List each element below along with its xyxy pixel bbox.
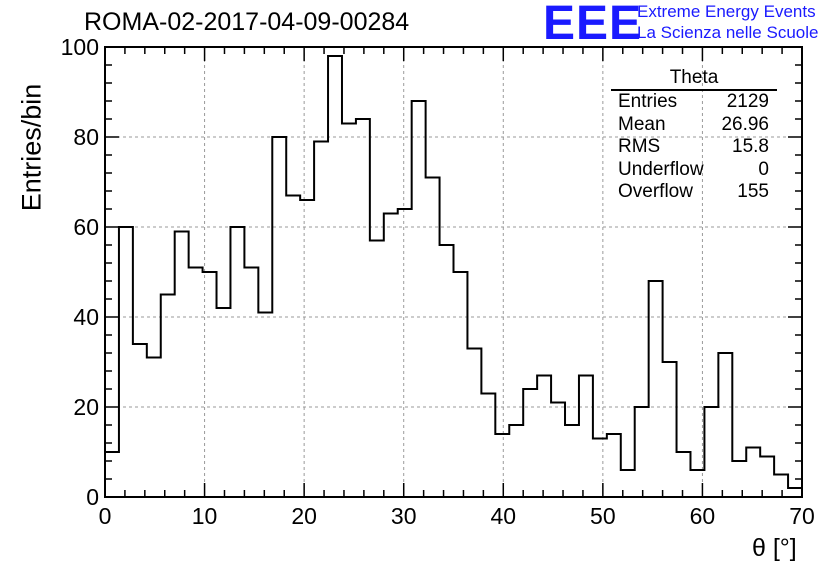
stats-value: 26.96 (721, 113, 769, 135)
eee-logo: EEE (543, 0, 643, 50)
histogram-bin (523, 389, 537, 497)
histogram-bin (663, 362, 677, 497)
stats-row-mean: Mean 26.96 (611, 114, 777, 137)
histogram-bin (105, 452, 119, 497)
x-tick-label: 10 (192, 503, 218, 529)
histogram-bin (189, 268, 203, 498)
y-tick-label: 80 (73, 124, 99, 150)
histogram-bin (175, 232, 189, 498)
histogram-bin (774, 475, 788, 498)
histogram-bin (342, 124, 356, 498)
stats-value: 0 (758, 158, 769, 180)
histogram-bin (119, 227, 133, 497)
histogram-bin (133, 344, 147, 497)
histogram-bin (314, 142, 328, 498)
histogram-bin (300, 200, 314, 497)
stats-row-rms: RMS 15.8 (611, 136, 777, 159)
y-tick-label: 60 (73, 214, 99, 240)
stats-row-overflow: Overflow 155 (611, 181, 777, 204)
histogram-bin (230, 227, 244, 497)
y-axis-label: Entries/bin (16, 83, 47, 212)
stats-label: Entries (618, 91, 678, 112)
stats-value: 2129 (726, 91, 769, 112)
histogram-bin (203, 272, 217, 497)
histogram-series (104, 55, 802, 498)
x-tick-label: 50 (590, 503, 616, 529)
histogram-bin (398, 209, 412, 497)
x-tick-label: 20 (291, 503, 317, 529)
stats-row-entries: Entries 2129 (611, 91, 777, 114)
histogram-bin (258, 313, 272, 498)
histogram-bin (481, 394, 495, 498)
histogram-bin (286, 196, 300, 498)
histogram-bin (384, 214, 398, 498)
stats-row-underflow: Underflow 0 (611, 159, 777, 182)
histogram-bin (495, 434, 509, 497)
histogram-bin (746, 448, 760, 498)
chart-title: ROMA-02-2017-04-09-00284 (84, 8, 410, 36)
grid-lines (105, 47, 802, 497)
histogram-bin (426, 178, 440, 498)
histogram-bin (704, 407, 718, 497)
tick-labels: 0 10 20 30 40 50 60 70 0 20 40 60 80 100 (61, 34, 815, 529)
y-tick-label: 40 (73, 304, 99, 330)
histogram-bin (788, 488, 802, 497)
histogram-bin (244, 268, 258, 498)
histogram-bin (272, 137, 286, 497)
stats-box: Theta Entries 2129 Mean 26.96 RMS 15.8 Unde… (611, 67, 777, 204)
x-tick-label: 30 (391, 503, 417, 529)
y-tick-label: 0 (86, 484, 99, 510)
histogram-bin (760, 457, 774, 498)
y-tick-label: 20 (73, 394, 99, 420)
histogram-bin (718, 353, 732, 497)
stats-label: RMS (618, 136, 661, 157)
histogram-bin (328, 56, 342, 497)
stats-label: Overflow (618, 181, 693, 202)
plot-frame (104, 46, 803, 498)
stats-label: Underflow (618, 158, 704, 180)
stats-value: 155 (737, 181, 769, 202)
histogram-bin (593, 439, 607, 498)
histogram-bin (690, 470, 704, 497)
histogram-bin (370, 241, 384, 498)
histogram-bin (579, 376, 593, 498)
histogram-bin (607, 434, 621, 497)
histogram-bin (732, 461, 746, 497)
histogram-bin (565, 425, 579, 497)
histogram-bin (440, 245, 454, 497)
histogram-bin (161, 295, 175, 498)
histogram-bin (649, 281, 663, 497)
x-tick-label: 70 (789, 503, 815, 529)
y-axis-label-box: Entries/bin (2, 84, 47, 212)
histogram-bin (356, 119, 370, 497)
histogram-bin (677, 452, 691, 497)
x-tick-label: 0 (99, 503, 112, 529)
stats-title: Theta (611, 67, 777, 91)
logo-subtitle-1: Extreme Energy Events (637, 2, 816, 21)
x-tick-label: 40 (490, 503, 516, 529)
histogram-bin (621, 470, 635, 497)
histogram-bin (635, 407, 649, 497)
logo-subtitle-2: La Scienza nelle Scuole (637, 23, 819, 42)
stats-value: 15.8 (732, 136, 769, 157)
histogram-bin (454, 272, 468, 497)
y-tick-label: 100 (61, 34, 99, 60)
histogram-bin (537, 376, 551, 498)
histogram-bin (467, 349, 481, 498)
x-tick-label: 60 (690, 503, 716, 529)
histogram-bin (147, 358, 161, 498)
histogram-bin (509, 425, 523, 497)
histogram-bin (551, 403, 565, 498)
histogram-line (104, 55, 802, 497)
stats-label: Mean (618, 113, 666, 135)
histogram-bin (217, 308, 231, 497)
x-axis-label: θ [°] (752, 534, 797, 562)
histogram-bin (412, 101, 426, 497)
